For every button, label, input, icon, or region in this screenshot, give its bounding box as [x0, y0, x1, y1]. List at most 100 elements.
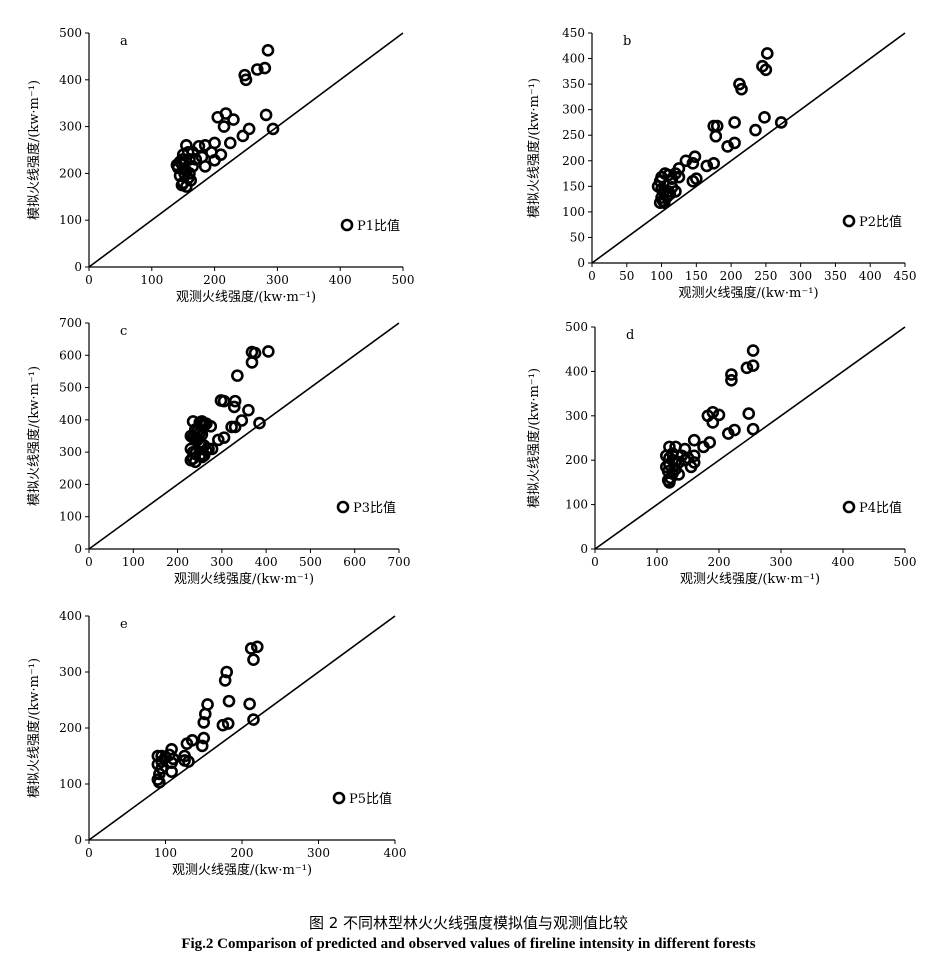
data-point	[244, 642, 258, 655]
legend-marker	[340, 218, 354, 232]
chart-panel-d: 0 100 200 300 400 500 0 100 200 300 400 500 d P4比值观测火…	[526, 320, 917, 587]
data-point	[180, 180, 193, 193]
legend-label: P5比值	[349, 791, 392, 807]
x-tick-label: 400	[384, 846, 407, 860]
data-point	[709, 129, 723, 143]
y-tick-label: 400	[59, 609, 82, 623]
data-point	[212, 433, 225, 447]
y-tick-label: 350	[562, 77, 585, 91]
x-tick-label: 300	[789, 269, 812, 283]
legend-marker	[842, 214, 856, 228]
panel-letter: b	[623, 34, 631, 49]
data-point	[722, 427, 735, 440]
x-tick-label: 300	[266, 273, 289, 287]
y-tick-label: 150	[562, 179, 585, 193]
data-point	[700, 159, 714, 173]
legend-label: P4比值	[859, 500, 902, 516]
data-point	[686, 157, 700, 170]
x-tick-label: 500	[392, 273, 415, 287]
reference-line-1to1	[88, 322, 400, 550]
data-point	[679, 154, 693, 168]
y-tick-label: 0	[580, 542, 588, 556]
y-tick-label: 100	[59, 510, 82, 524]
data-point	[669, 462, 682, 476]
data-point	[227, 113, 240, 126]
data-point	[204, 420, 218, 433]
reference-line-1to1	[594, 326, 906, 550]
x-tick-label: 500	[894, 555, 917, 569]
y-tick-label: 50	[570, 230, 585, 244]
data-point	[221, 717, 235, 730]
x-tick-label: 200	[166, 555, 189, 569]
data-point	[247, 653, 260, 666]
y-tick-label: 200	[565, 453, 588, 467]
figure-caption-cn: 图 2 不同林型林火火线强度模拟值与观测值比较	[308, 914, 629, 932]
y-tick-label: 500	[59, 26, 82, 40]
data-point	[211, 110, 225, 124]
x-tick-label: 100	[646, 555, 669, 569]
y-tick-label: 200	[59, 721, 82, 735]
x-tick-label: 300	[307, 846, 330, 860]
y-tick-label: 450	[562, 26, 585, 40]
data-point	[669, 440, 682, 454]
x-tick-label: 700	[388, 555, 411, 569]
y-tick-label: 500	[59, 381, 82, 395]
data-point	[243, 697, 256, 711]
data-point	[721, 140, 734, 153]
data-point	[186, 146, 199, 159]
data-point	[198, 160, 212, 173]
data-point	[746, 359, 760, 372]
data-point	[687, 433, 701, 447]
panel-letter: d	[626, 328, 634, 343]
x-tick-label: 150	[685, 269, 708, 283]
x-tick-label: 200	[203, 273, 226, 287]
data-point	[259, 108, 273, 122]
y-tick-label: 100	[565, 498, 588, 512]
data-point	[201, 698, 214, 711]
y-tick-label: 250	[562, 128, 585, 142]
x-tick-label: 0	[85, 846, 93, 860]
x-axis-label: 观测火线强度/(kw·m⁻¹)	[172, 862, 312, 878]
legend-label: P2比值	[859, 214, 902, 230]
reference-line-1to1	[88, 32, 404, 268]
data-point	[216, 718, 230, 732]
panel-letter: a	[120, 34, 128, 49]
data-point	[220, 665, 233, 679]
x-tick-label: 0	[85, 273, 93, 287]
data-point	[189, 153, 203, 166]
data-point	[251, 63, 264, 76]
data-point	[262, 345, 275, 358]
data-point	[686, 174, 700, 188]
data-point	[684, 460, 698, 474]
data-point	[725, 368, 738, 381]
y-axis-label: 模拟火线强度/(kw·m⁻¹)	[526, 78, 542, 218]
data-point	[197, 731, 211, 745]
data-point	[261, 44, 275, 57]
y-axis-label: 模拟火线强度/(kw·m⁻¹)	[526, 368, 542, 508]
data-point	[218, 674, 232, 687]
y-tick-label: 200	[562, 154, 585, 168]
data-point	[742, 407, 756, 420]
y-tick-label: 600	[59, 348, 82, 362]
data-point	[224, 136, 237, 150]
x-tick-label: 600	[343, 555, 366, 569]
y-tick-label: 700	[59, 316, 82, 330]
y-axis-label: 模拟火线强度/(kw·m⁻¹)	[26, 366, 42, 506]
y-tick-label: 0	[577, 256, 585, 270]
data-point	[171, 161, 185, 175]
data-point	[658, 196, 671, 209]
data-point	[706, 416, 720, 429]
data-point	[217, 120, 231, 133]
x-tick-label: 350	[824, 269, 847, 283]
data-point	[697, 440, 710, 454]
x-tick-label: 0	[588, 269, 596, 283]
x-tick-label: 0	[85, 555, 93, 569]
data-point	[195, 739, 209, 753]
data-point	[746, 344, 760, 357]
data-point	[746, 422, 760, 436]
y-tick-label: 100	[59, 777, 82, 791]
x-tick-label: 200	[720, 269, 743, 283]
x-tick-label: 400	[832, 555, 855, 569]
data-point	[217, 431, 231, 444]
data-point	[707, 157, 721, 170]
